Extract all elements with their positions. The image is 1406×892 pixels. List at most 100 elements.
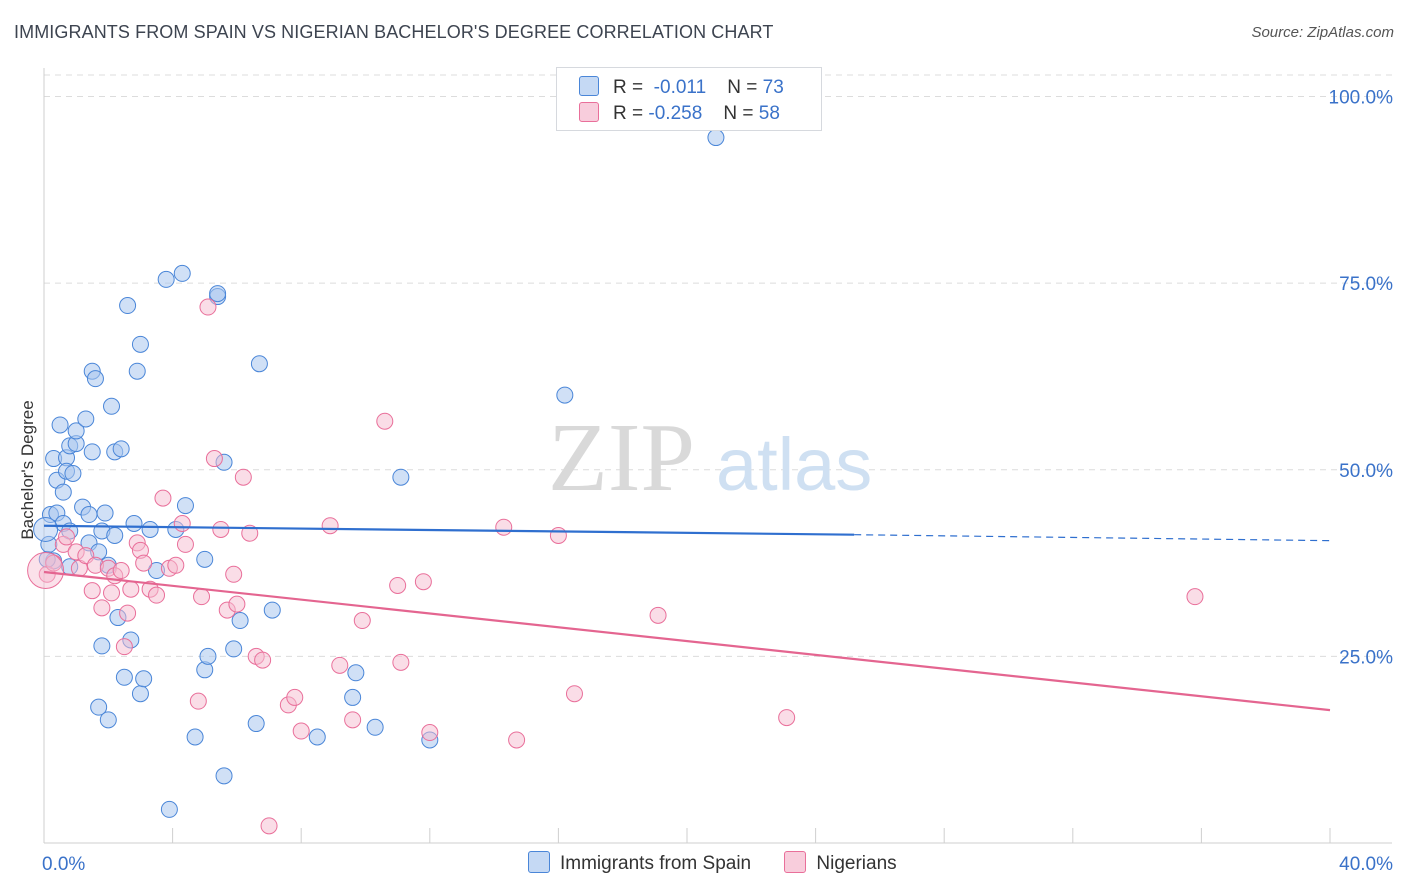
nigerians-legend-swatch — [784, 851, 807, 873]
data-point-nigerians — [103, 584, 121, 602]
x-tick-label-max: 40.0% — [1339, 854, 1393, 875]
legend-item-spain[interactable]: Immigrants from Spain — [528, 851, 751, 875]
data-point-spain — [77, 410, 95, 428]
chart-title: IMMIGRANTS FROM SPAIN VS NIGERIAN BACHEL… — [14, 22, 774, 42]
data-point-spain — [83, 443, 101, 461]
r-label: R = — [613, 77, 644, 98]
data-point-nigerians — [565, 685, 583, 703]
n-label: N = — [723, 103, 754, 124]
nigerians-n-value: 58 — [758, 103, 780, 124]
data-point-spain — [215, 767, 233, 785]
data-point-spain — [173, 264, 191, 282]
spain-n-value: 73 — [762, 77, 784, 98]
data-point-spain — [128, 362, 146, 380]
data-point-nigerians — [199, 298, 217, 316]
data-point-spain — [250, 355, 268, 373]
gridlines — [44, 74, 1392, 657]
series-legend: Immigrants from Spain Nigerians — [528, 851, 925, 875]
y-tick-label: 25.0% — [1339, 647, 1393, 668]
data-point-spain — [263, 601, 281, 619]
spain-legend-label: Immigrants from Spain — [560, 853, 752, 874]
data-point-spain — [176, 497, 194, 515]
legend-item-nigerians[interactable]: Nigerians — [784, 851, 897, 875]
data-point-nigerians — [148, 586, 166, 604]
data-point-nigerians — [176, 535, 194, 553]
data-point-nigerians — [353, 612, 371, 630]
data-point-nigerians — [234, 468, 252, 486]
trend-line-spain — [43, 524, 855, 536]
data-point-spain — [131, 685, 149, 703]
data-point-spain — [225, 640, 243, 658]
spain-swatch — [579, 76, 599, 96]
data-point-nigerians — [167, 556, 185, 574]
stats-legend: R = -0.011 N = 73 R = -0.258 N = 58 — [556, 67, 822, 131]
data-point-nigerians — [228, 595, 246, 613]
data-point-nigerians — [421, 724, 439, 742]
data-point-nigerians — [58, 528, 76, 546]
trend-line-nigerians — [43, 570, 1331, 712]
y-tick-label: 75.0% — [1339, 274, 1393, 295]
data-point-spain — [103, 397, 121, 415]
data-point-spain — [209, 285, 227, 303]
data-point-spain — [54, 483, 72, 501]
data-point-nigerians — [321, 517, 339, 535]
data-point-nigerians — [1186, 588, 1204, 606]
data-point-nigerians — [414, 573, 432, 591]
trend-line-spain-extension — [854, 534, 1331, 542]
nigerians-r-value: -0.258 — [648, 103, 703, 124]
data-point-nigerians — [292, 722, 310, 740]
data-point-nigerians — [205, 450, 223, 468]
data-point-spain — [160, 800, 178, 818]
data-point-spain — [347, 664, 365, 682]
data-point-spain — [125, 514, 143, 532]
data-point-spain — [106, 526, 124, 544]
data-point-nigerians — [225, 565, 243, 583]
legend-row-spain: R = -0.011 N = 73 — [579, 76, 784, 100]
data-point-nigerians — [495, 518, 513, 536]
data-point-nigerians — [135, 554, 153, 572]
axes — [43, 68, 1392, 844]
data-point-spain — [344, 688, 362, 706]
data-point-nigerians — [83, 582, 101, 600]
data-point-nigerians — [286, 688, 304, 706]
data-point-spain — [93, 637, 111, 655]
data-point-nigerians — [260, 817, 278, 835]
watermark: ZIP atlas — [548, 404, 872, 512]
data-point-nigerians — [508, 731, 526, 749]
trend-lines — [43, 524, 1331, 712]
data-point-nigerians — [376, 412, 394, 430]
data-point-nigerians — [119, 604, 137, 622]
data-point-spain — [141, 520, 159, 538]
data-point-spain — [308, 728, 326, 746]
spain-legend-swatch — [528, 851, 550, 873]
data-point-nigerians — [173, 514, 191, 532]
data-point-nigerians — [549, 526, 567, 544]
data-point-nigerians — [778, 709, 796, 727]
data-point-spain — [366, 718, 384, 736]
data-point-nigerians — [212, 520, 230, 538]
data-point-spain — [67, 422, 85, 440]
data-point-spain — [707, 129, 725, 147]
data-point-nigerians — [115, 638, 133, 656]
data-point-spain — [115, 668, 133, 686]
watermark-atlas: atlas — [716, 423, 872, 506]
data-point-spain — [135, 670, 153, 688]
data-point-spain — [80, 506, 98, 524]
data-point-nigerians — [389, 576, 407, 594]
data-point-spain — [231, 612, 249, 630]
data-point-nigerians — [344, 711, 362, 729]
data-point-spain — [196, 550, 214, 568]
data-point-nigerians — [193, 588, 211, 606]
data-point-nigerians — [331, 656, 349, 674]
data-point-spain — [96, 504, 114, 522]
data-point-spain — [51, 416, 69, 434]
data-point-spain — [392, 468, 410, 486]
source-label: Source: ZipAtlas.com — [1251, 24, 1394, 41]
nigerians-swatch — [579, 102, 599, 122]
data-point-spain — [247, 715, 265, 733]
data-point-spain — [90, 698, 108, 716]
data-point-spain — [112, 440, 130, 458]
data-point-nigerians — [392, 653, 410, 671]
data-point-nigerians — [189, 692, 207, 710]
